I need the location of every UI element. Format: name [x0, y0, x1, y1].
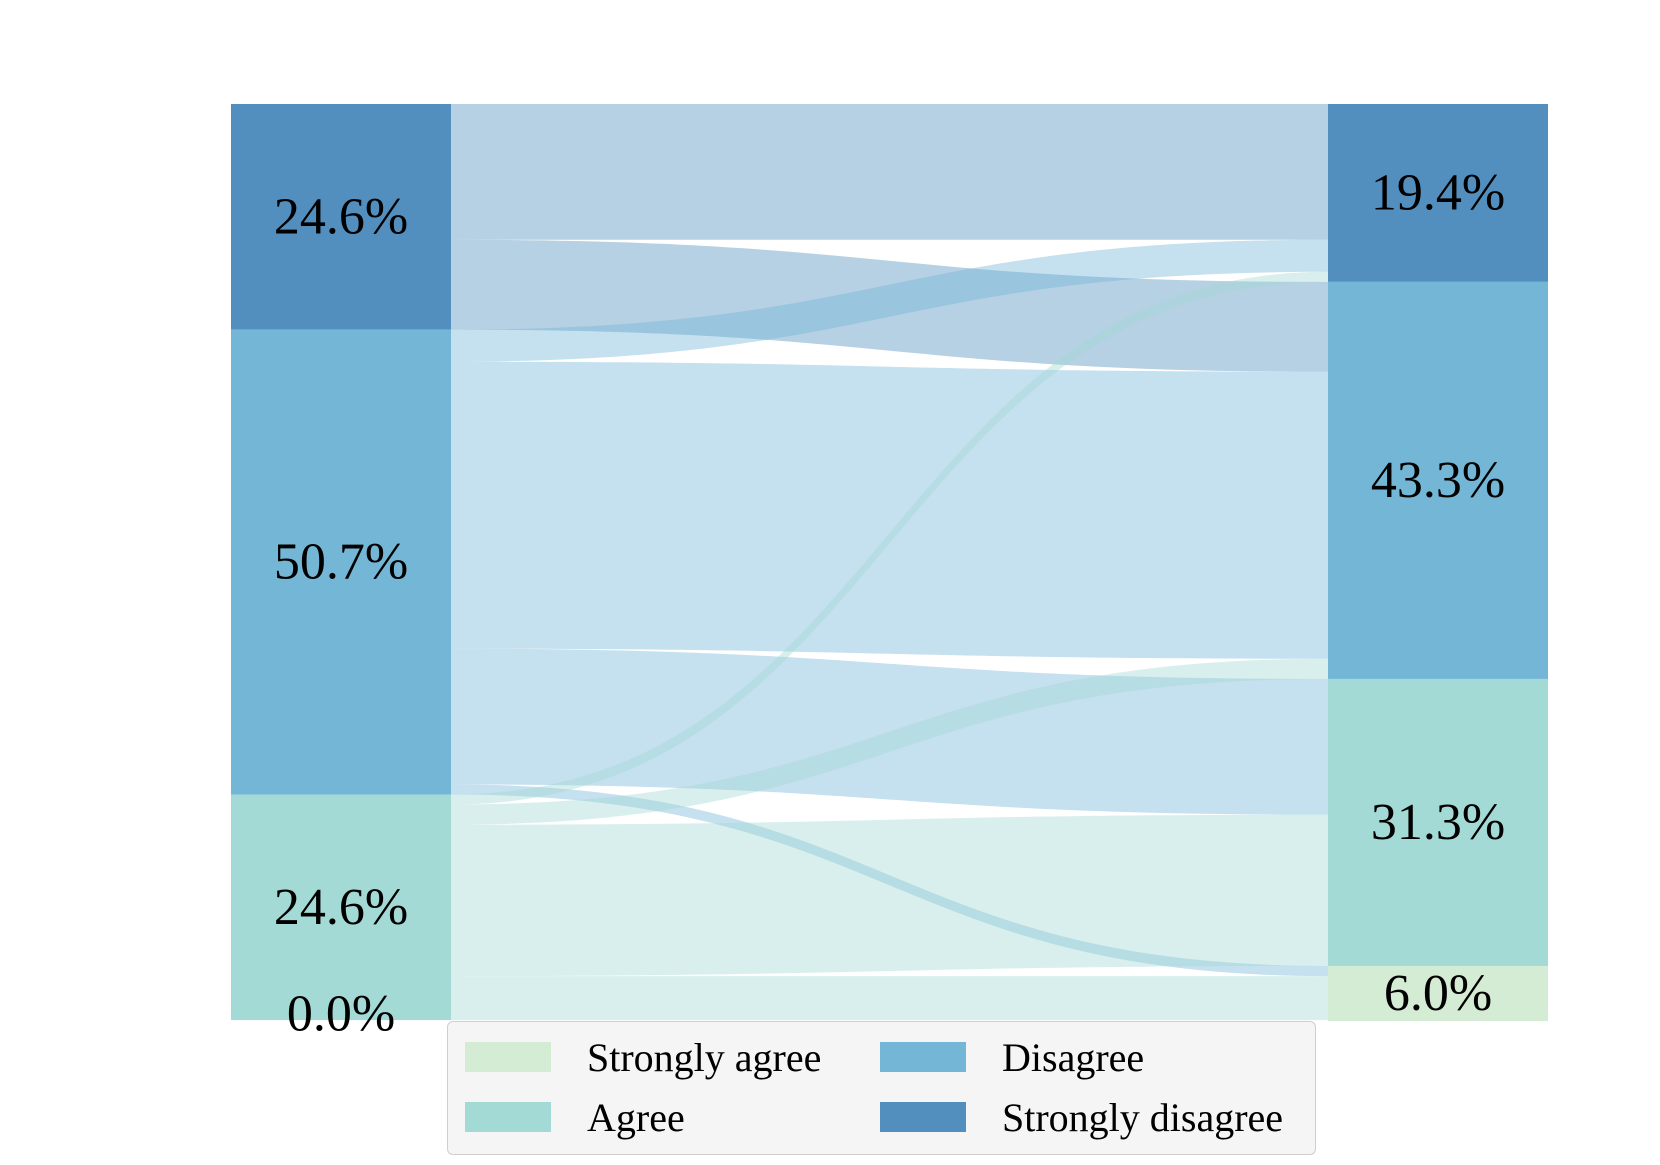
right-bar-strongly-disagree: [1328, 104, 1548, 282]
right-bar-agree: [1328, 678, 1548, 966]
flow-agree-to-strongly-agree: [451, 976, 1328, 1021]
legend-swatch-strongly-agree: [465, 1042, 551, 1072]
legend-item-strongly-agree: Strongly agree: [465, 1035, 821, 1080]
legend-item-strongly-disagree: Strongly disagree: [880, 1095, 1283, 1140]
flow-agree-to-agree: [451, 814, 1328, 977]
left-label-strongly-disagree: 24.6%: [274, 188, 408, 245]
legend-item-disagree: Disagree: [880, 1035, 1144, 1080]
left-label-strongly-agree: 0.0%: [287, 986, 395, 1043]
right-label-agree: 31.3%: [1371, 794, 1505, 851]
flows-group: [451, 104, 1328, 1021]
legend: Strongly agree Disagree Agree Strongly d…: [447, 1021, 1316, 1155]
flow-agree-to-disagree: [451, 658, 1328, 825]
left-bar-agree: [231, 794, 451, 1021]
left-bar-strongly-disagree: [231, 104, 451, 330]
legend-swatch-disagree: [880, 1042, 966, 1072]
legend-item-agree: Agree: [465, 1095, 685, 1140]
bars-group: [231, 104, 1548, 1021]
right-label-disagree: 43.3%: [1371, 452, 1505, 509]
flow-disagree-to-disagree: [451, 361, 1328, 659]
flow-disagree-to-strongly-agree: [451, 784, 1328, 977]
flow-agree-to-strongly-disagree: [451, 271, 1328, 805]
right-bar-strongly-agree: [1328, 965, 1548, 1021]
left-bar-disagree: [231, 329, 451, 795]
flow-disagree-to-agree: [451, 648, 1328, 815]
right-label-strongly-disagree: 19.4%: [1371, 164, 1505, 221]
flow-strongly-disagree-to-strongly-disagree: [451, 104, 1328, 240]
right-label-strongly-agree: 6.0%: [1384, 965, 1492, 1022]
flow-strongly-disagree-to-disagree: [451, 239, 1328, 372]
legend-label-strongly-agree: Strongly agree: [587, 1034, 822, 1080]
left-label-agree: 24.6%: [274, 879, 408, 936]
right-bar-disagree: [1328, 281, 1548, 679]
legend-label-strongly-disagree: Strongly disagree: [1002, 1094, 1284, 1140]
legend-swatch-strongly-disagree: [880, 1102, 966, 1132]
legend-label-disagree: Disagree: [1002, 1034, 1145, 1080]
left-label-disagree: 50.7%: [274, 534, 408, 591]
flow-disagree-to-strongly-disagree: [451, 239, 1328, 362]
labels-group: 24.6% 50.7% 24.6% 0.0% 19.4% 43.3% 31.3% 6.0%: [274, 164, 1505, 1042]
legend-label-agree: Agree: [587, 1094, 685, 1140]
legend-swatch-agree: [465, 1102, 551, 1132]
